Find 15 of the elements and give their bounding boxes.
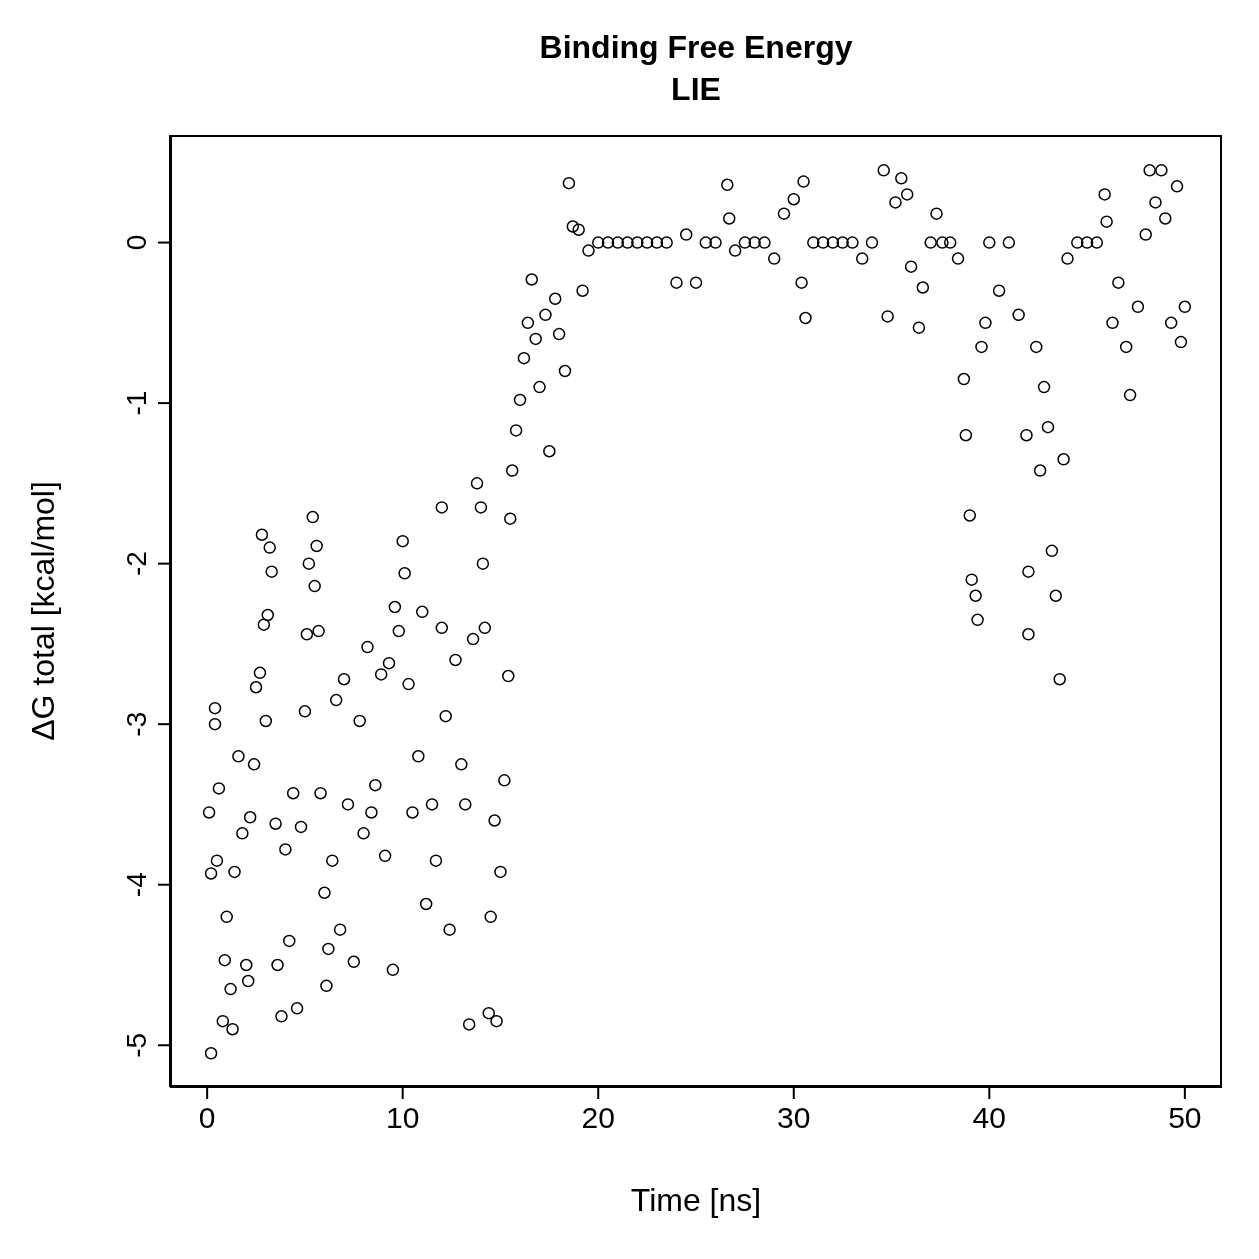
y-tick-label: -2 [121, 551, 152, 577]
x-tick-label: 50 [1168, 1101, 1202, 1135]
y-tick-label: 0 [121, 234, 152, 251]
y-axis-title: ΔG total [kcal/mol] [25, 481, 62, 741]
x-axis-title: Time [ns] [630, 1182, 762, 1218]
y-tick-label: -1 [121, 390, 152, 416]
x-tick-label: 40 [972, 1101, 1006, 1135]
x-tick-label: 0 [198, 1101, 216, 1135]
x-tick-label: 20 [581, 1101, 615, 1135]
x-tick-label: 10 [386, 1101, 420, 1135]
y-tick-label: -3 [121, 711, 152, 737]
y-tick-label: -5 [121, 1032, 152, 1058]
y-tick-label: -4 [121, 872, 152, 898]
chart-title: Binding Free Energy LIE [538, 28, 854, 109]
x-tick-label: 30 [777, 1101, 811, 1135]
